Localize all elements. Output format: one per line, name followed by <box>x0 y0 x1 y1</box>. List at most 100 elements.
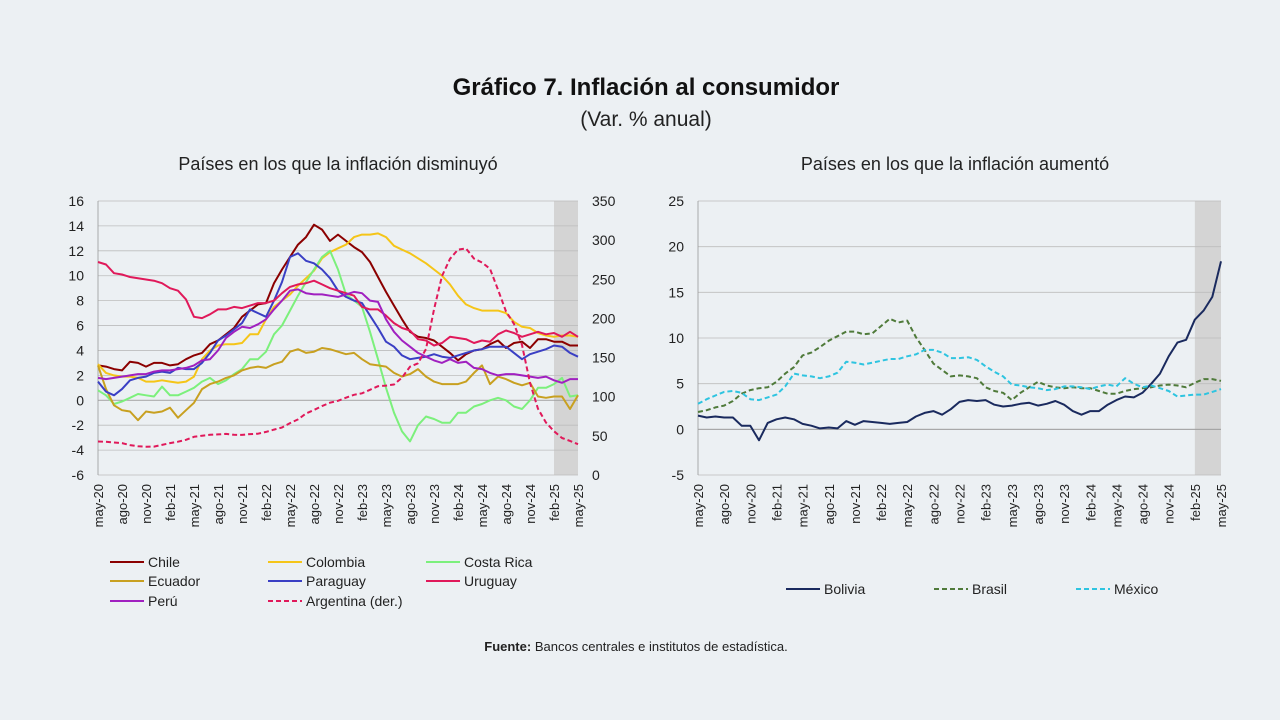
x-tick-label: feb-22 <box>259 484 274 521</box>
x-tick-label: may-25 <box>571 484 586 527</box>
y2-tick-label: 350 <box>592 193 616 209</box>
y-tick-label: -6 <box>72 467 85 483</box>
x-tick-label: nov-20 <box>139 484 154 524</box>
legend-label-brasil: Brasil <box>972 581 1007 597</box>
x-tick-label: feb-23 <box>355 484 370 521</box>
x-tick-label: ago-22 <box>926 484 941 524</box>
y-tick-label: 6 <box>76 318 84 334</box>
series-line-argentina-der <box>97 247 579 448</box>
series-line-ecuador <box>97 347 579 422</box>
legend-label-paraguay: Paraguay <box>306 573 366 589</box>
x-tick-label: may-20 <box>91 484 106 527</box>
y-tick-label: -4 <box>72 442 85 458</box>
x-tick-label: feb-21 <box>769 484 784 521</box>
x-tick-label: may-20 <box>691 484 706 527</box>
x-tick-label: may-24 <box>475 484 490 527</box>
x-tick-label: feb-25 <box>547 484 562 521</box>
x-tick-label: nov-24 <box>523 484 538 524</box>
x-tick-label: ago-20 <box>115 484 130 524</box>
y2-tick-label: 50 <box>592 428 608 444</box>
legend-label-costa-rica: Costa Rica <box>464 554 533 570</box>
series-line-uruguay <box>97 261 579 347</box>
x-tick-label: ago-22 <box>307 484 322 524</box>
x-tick-label: ago-20 <box>717 484 732 524</box>
series-line-chile <box>97 223 578 372</box>
y2-tick-label: 200 <box>592 310 616 326</box>
y2-tick-label: 150 <box>592 350 616 366</box>
chart-panel-1: -6 -4 -2 0 2 4 6 8 10 12 14 16 0 50 100 150 200 250 300 350… <box>68 193 615 609</box>
y2-tick-label: 100 <box>592 389 616 405</box>
y2-tick-label: 300 <box>592 232 616 248</box>
legend-label-uruguay: Uruguay <box>464 573 517 589</box>
source-note: Fuente: Bancos centrales e institutos de… <box>0 639 1272 654</box>
legend-label-ecuador: Ecuador <box>148 573 200 589</box>
right-panel-title: Países en los que la inflación aumentó <box>800 154 1110 174</box>
legend-label-per: Perú <box>148 593 178 609</box>
y-tick-label: 25 <box>668 193 684 209</box>
y-tick-label: 16 <box>68 193 84 209</box>
y-tick-label: 20 <box>668 239 684 255</box>
y2-tick-label: 250 <box>592 271 616 287</box>
y-tick-label: 4 <box>76 342 84 358</box>
y-tick-label: 12 <box>68 243 84 259</box>
chart-panel-2: -5 0 5 10 15 20 25 may-20 ago-20 nov-20 feb-21 may-… <box>668 193 1229 597</box>
y2-tick-label: 0 <box>592 467 600 483</box>
source-text: Bancos centrales e institutos de estadís… <box>534 639 788 654</box>
series-line-per <box>97 288 578 384</box>
x-tick-label: nov-22 <box>331 484 346 524</box>
source-label: Fuente: <box>484 639 532 654</box>
legend-label-bolivia: Bolivia <box>824 581 865 597</box>
x-tick-label: may-21 <box>187 484 202 527</box>
x-tick-label: feb-21 <box>163 484 178 521</box>
legend-label-argentina-der: Argentina (der.) <box>306 593 403 609</box>
x-tick-label: may-25 <box>1214 484 1229 527</box>
legend-label-m-xico: México <box>1114 581 1159 597</box>
x-tick-label: ago-24 <box>1136 484 1151 524</box>
y-tick-label: 14 <box>68 218 84 234</box>
x-tick-label: nov-22 <box>953 484 968 524</box>
x-tick-label: ago-21 <box>211 484 226 524</box>
legend-label-colombia: Colombia <box>306 554 365 570</box>
x-tick-label: nov-24 <box>1162 484 1177 524</box>
x-tick-label: may-21 <box>796 484 811 527</box>
x-tick-label: nov-20 <box>743 484 758 524</box>
series-line-colombia <box>97 232 579 384</box>
x-tick-label: may-24 <box>1109 484 1124 527</box>
y-tick-label: 15 <box>668 284 684 300</box>
y-tick-label: 0 <box>76 392 84 408</box>
x-tick-label: feb-23 <box>979 484 994 521</box>
y-tick-label: -5 <box>672 467 685 483</box>
legend-label-chile: Chile <box>148 554 180 570</box>
x-tick-label: ago-23 <box>1031 484 1046 524</box>
series-line-costa-rica <box>97 249 579 443</box>
x-tick-label: ago-21 <box>822 484 837 524</box>
y-tick-label: 10 <box>668 330 684 346</box>
series-line-brasil <box>697 317 1222 413</box>
x-tick-label: nov-21 <box>235 484 250 524</box>
left-panel-title: Países en los que la inflación disminuyó <box>178 154 498 174</box>
x-tick-label: feb-24 <box>1083 484 1098 521</box>
y-tick-label: -2 <box>72 417 85 433</box>
chart-title: Gráfico 7. Inflación al consumidor <box>452 74 840 101</box>
y-tick-label: 10 <box>68 268 84 284</box>
y-tick-label: 8 <box>76 293 84 309</box>
y-tick-label: 0 <box>676 421 684 437</box>
chart-subtitle: (Var. % anual) <box>580 108 712 131</box>
series-line-m-xico <box>697 348 1222 405</box>
x-tick-label: nov-23 <box>427 484 442 524</box>
x-tick-label: nov-23 <box>1057 484 1072 524</box>
x-tick-label: feb-24 <box>451 484 466 521</box>
x-tick-label: ago-23 <box>403 484 418 524</box>
x-tick-label: may-23 <box>1005 484 1020 527</box>
x-tick-label: may-22 <box>283 484 298 527</box>
series-line-bolivia <box>697 261 1222 442</box>
x-tick-label: feb-25 <box>1188 484 1203 521</box>
x-tick-label: feb-22 <box>874 484 889 521</box>
y-tick-label: 5 <box>676 376 684 392</box>
x-tick-label: ago-24 <box>499 484 514 524</box>
x-tick-label: may-22 <box>900 484 915 527</box>
forecast-shade <box>554 201 578 475</box>
x-tick-label: nov-21 <box>848 484 863 524</box>
y-tick-label: 2 <box>76 367 84 383</box>
